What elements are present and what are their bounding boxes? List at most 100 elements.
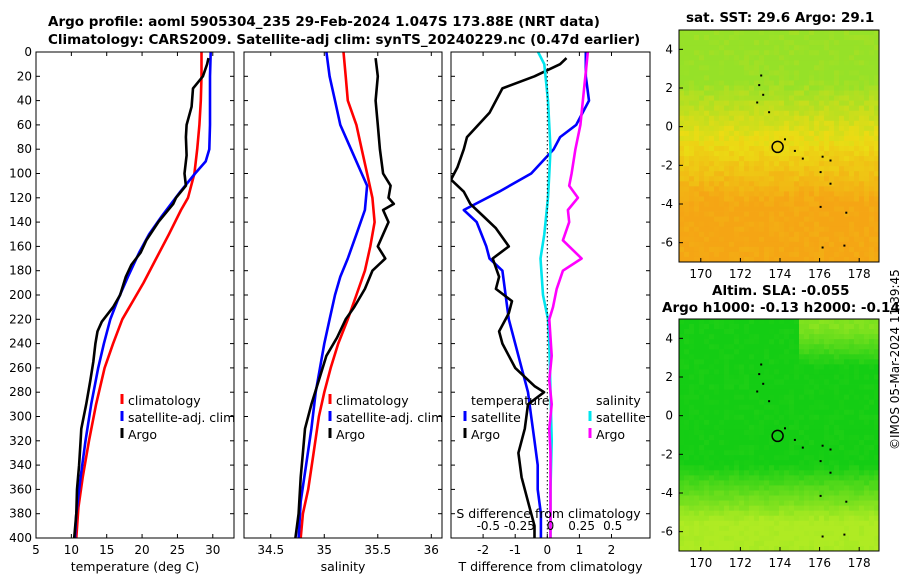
map-cell bbox=[844, 35, 850, 41]
map-cell bbox=[774, 201, 780, 207]
map-cell bbox=[714, 455, 720, 461]
map-cell bbox=[719, 221, 725, 228]
map-cell bbox=[869, 344, 875, 350]
map-cell bbox=[789, 349, 795, 355]
map-cell bbox=[799, 156, 805, 162]
map-cell bbox=[809, 181, 815, 187]
map-cell bbox=[769, 500, 775, 507]
map-cell bbox=[834, 156, 840, 162]
map-cell bbox=[689, 349, 695, 355]
map-cell bbox=[784, 45, 790, 51]
map-cell bbox=[684, 221, 690, 228]
map-cell bbox=[724, 339, 730, 345]
map-cell bbox=[719, 364, 725, 370]
map-cell bbox=[784, 525, 790, 532]
map-cell bbox=[739, 105, 745, 112]
map-cell bbox=[709, 156, 715, 162]
map-cell bbox=[729, 384, 735, 391]
map-cell bbox=[719, 530, 725, 537]
map-cell bbox=[719, 435, 725, 441]
map-cell bbox=[719, 201, 725, 207]
map-cell bbox=[824, 545, 830, 551]
map-cell bbox=[814, 231, 820, 238]
map-cell bbox=[759, 475, 765, 481]
map-cell bbox=[794, 424, 800, 431]
map-cell bbox=[729, 171, 735, 177]
map-cell bbox=[789, 384, 795, 391]
map-cell bbox=[679, 211, 685, 218]
map-cell bbox=[849, 30, 855, 36]
map-cell bbox=[804, 35, 810, 41]
map-cell bbox=[769, 490, 775, 496]
map-cell bbox=[874, 404, 879, 411]
map-cell bbox=[849, 525, 855, 532]
map-cell bbox=[719, 424, 725, 431]
map-cell bbox=[804, 329, 810, 335]
map-cell bbox=[699, 364, 705, 370]
map-cell bbox=[754, 241, 760, 248]
map-cell bbox=[744, 50, 750, 56]
map-cell bbox=[864, 520, 870, 527]
map-cell bbox=[679, 480, 685, 486]
map-cell bbox=[754, 455, 760, 461]
map-cell bbox=[859, 130, 865, 137]
map-cell bbox=[739, 460, 745, 466]
map-cell bbox=[789, 525, 795, 532]
map-cell bbox=[694, 40, 700, 46]
map-cell bbox=[704, 151, 710, 157]
map-cell bbox=[829, 515, 835, 522]
map-cell bbox=[849, 161, 855, 167]
map-cell bbox=[864, 130, 870, 137]
map-cell bbox=[709, 520, 715, 527]
map-cell bbox=[824, 146, 830, 152]
map-cell bbox=[859, 140, 865, 147]
map-cell bbox=[844, 140, 850, 147]
map-cell bbox=[724, 450, 730, 456]
map-cell bbox=[834, 176, 840, 182]
map-cell bbox=[839, 221, 845, 228]
map-cell bbox=[809, 100, 815, 107]
map-cell bbox=[684, 470, 690, 476]
map-cell bbox=[794, 404, 800, 411]
map-cell bbox=[684, 40, 690, 46]
map-cell bbox=[814, 359, 820, 365]
map-cell bbox=[799, 110, 805, 117]
map-cell bbox=[699, 359, 705, 365]
map-cell bbox=[814, 475, 820, 481]
map-cell bbox=[724, 35, 730, 41]
map-cell bbox=[679, 495, 685, 501]
map-cell bbox=[699, 226, 705, 233]
map-cell bbox=[739, 354, 745, 360]
map-cell bbox=[809, 349, 815, 355]
series-line-climatology bbox=[299, 52, 376, 538]
map-cell bbox=[859, 450, 865, 456]
map-cell bbox=[779, 151, 785, 157]
map-cell bbox=[714, 130, 720, 137]
map-cell bbox=[794, 186, 800, 192]
map-cell bbox=[714, 80, 720, 86]
map-cell bbox=[744, 374, 750, 380]
map-cell bbox=[759, 520, 765, 527]
map-cell bbox=[859, 445, 865, 451]
map-cell bbox=[714, 251, 720, 258]
map-cell bbox=[799, 256, 805, 262]
map-y-tick-label: 0 bbox=[665, 120, 673, 134]
map-cell bbox=[799, 140, 805, 147]
map-cell bbox=[814, 419, 820, 426]
map-cell bbox=[724, 329, 730, 335]
map-cell bbox=[759, 435, 765, 441]
map-cell bbox=[714, 419, 720, 426]
map-cell bbox=[689, 505, 695, 512]
map-cell bbox=[844, 125, 850, 132]
map-cell bbox=[704, 135, 710, 142]
map-cell bbox=[729, 470, 735, 476]
map-cell bbox=[824, 394, 830, 401]
map-cell bbox=[844, 525, 850, 532]
map-cell bbox=[739, 251, 745, 258]
map-cell bbox=[874, 35, 879, 41]
map-cell bbox=[759, 75, 765, 81]
map-cell bbox=[754, 246, 760, 253]
map-cell bbox=[714, 55, 720, 61]
map-cell bbox=[854, 135, 860, 142]
map-x-tick-label: 176 bbox=[808, 556, 831, 570]
